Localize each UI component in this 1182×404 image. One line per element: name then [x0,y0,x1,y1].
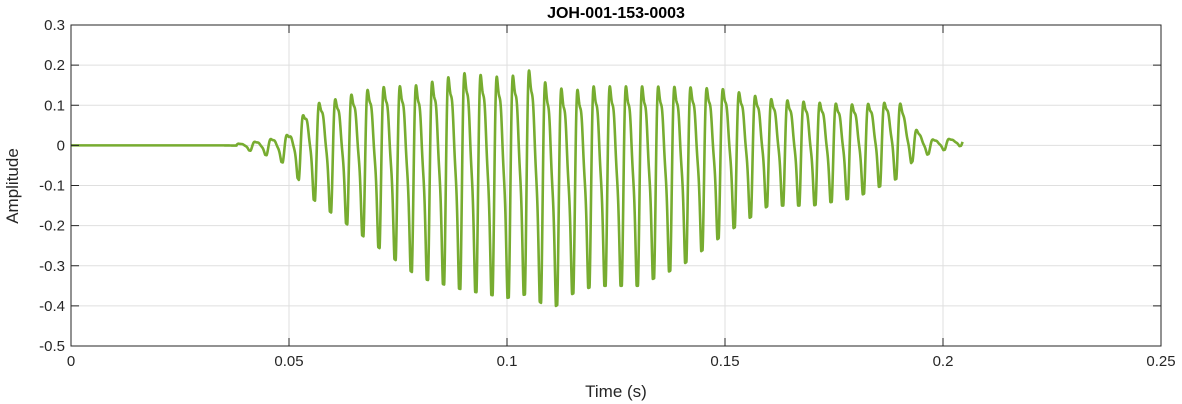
y-tick-label: 0.3 [44,17,65,34]
y-axis: -0.5 -0.4 -0.3 -0.2 -0.1 0 0.1 0.2 0.3 [39,17,1161,355]
y-tick-label: -0.2 [39,218,65,235]
chart-title: JOH-001-153-0003 [547,5,685,22]
y-axis-label: Amplitude [3,148,22,224]
y-tick-label: -0.4 [39,298,65,315]
x-tick-label: 0.2 [933,353,954,370]
x-axis: 0 0.05 0.1 0.15 0.2 0.25 [67,25,1176,370]
y-tick-label: 0.2 [44,57,65,74]
y-tick-label: -0.1 [39,178,65,195]
x-tick-label: 0.25 [1146,353,1175,370]
series-line [69,69,964,308]
x-tick-label: 0.1 [497,353,518,370]
series-group [69,69,964,308]
y-tick-label: 0 [57,137,65,154]
y-tick-label: -0.5 [39,338,65,355]
x-tick-label: 0.05 [274,353,303,370]
x-axis-label: Time (s) [585,382,647,401]
x-tick-label: 0 [67,353,75,370]
y-tick-label: -0.3 [39,258,65,275]
x-tick-label: 0.15 [710,353,739,370]
y-tick-label: 0.1 [44,97,65,114]
